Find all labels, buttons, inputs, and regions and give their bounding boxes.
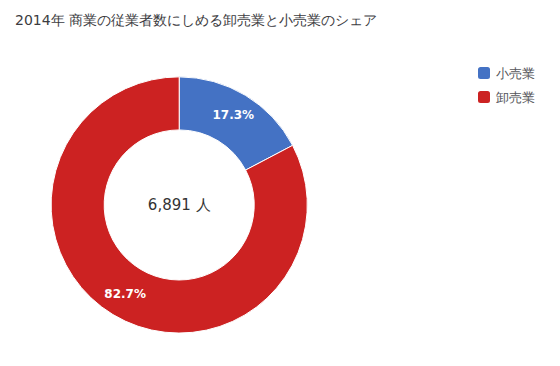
svg-text:82.7%: 82.7% <box>104 287 146 301</box>
svg-text:小売業: 小売業 <box>496 66 535 81</box>
svg-text:17.3%: 17.3% <box>212 108 254 122</box>
svg-text:6,891 人: 6,891 人 <box>148 196 211 214</box>
svg-text:2014年 商業の従業者数にしめる卸売業と小売業のシェア: 2014年 商業の従業者数にしめる卸売業と小売業のシェア <box>15 12 377 28</box>
svg-text:卸売業: 卸売業 <box>496 90 535 105</box>
